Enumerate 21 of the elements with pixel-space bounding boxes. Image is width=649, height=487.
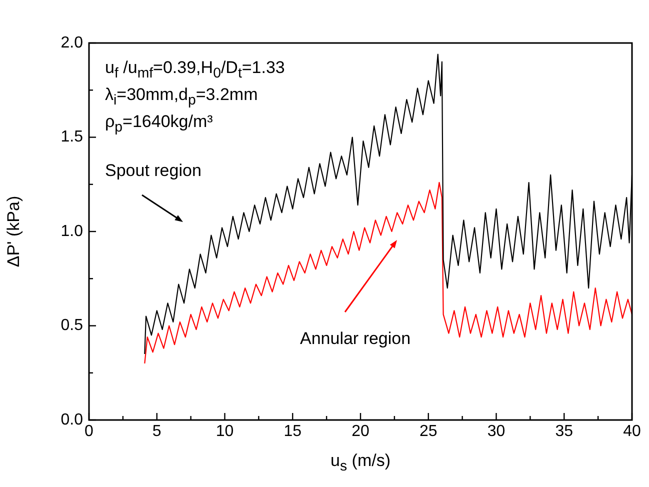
y-tick-label: 0.0 (60, 411, 84, 428)
x-axis-title: u$_{s}$ (m/s) (330, 450, 390, 476)
y-tick-label: 0.5 (60, 317, 84, 334)
x-tick-label: 35 (555, 423, 574, 440)
x-tick-label: 20 (352, 423, 370, 440)
y-tick-label: 1.0 (60, 222, 84, 240)
annotation: Spout region (105, 160, 202, 182)
annotation: λ$_{i}$=30mm,d$_{p}$=3.2mm (105, 84, 258, 110)
y-axis-title: ΔP' (kPa) (4, 196, 23, 268)
x-tick-label: 30 (487, 423, 506, 440)
x-tick-label: 10 (216, 423, 234, 440)
x-tick-label: 25 (419, 423, 438, 440)
x-tick-label: 5 (152, 423, 162, 440)
x-tick-label: 15 (284, 423, 302, 440)
y-tick-label: 2.0 (60, 34, 84, 52)
text: u$_{f}$ /u$_{mf}$=0.39,H$_{0}$/D$_{t}$=1.33 (105, 58, 285, 82)
y-tick-label: 1.5 (60, 128, 84, 146)
x-tick-label: 40 (623, 423, 641, 440)
annotation: Annular region (300, 328, 411, 350)
x-tick-label: 0 (84, 423, 94, 440)
annotation: ρ$_{p}$=1640kg/m³ (105, 111, 213, 138)
